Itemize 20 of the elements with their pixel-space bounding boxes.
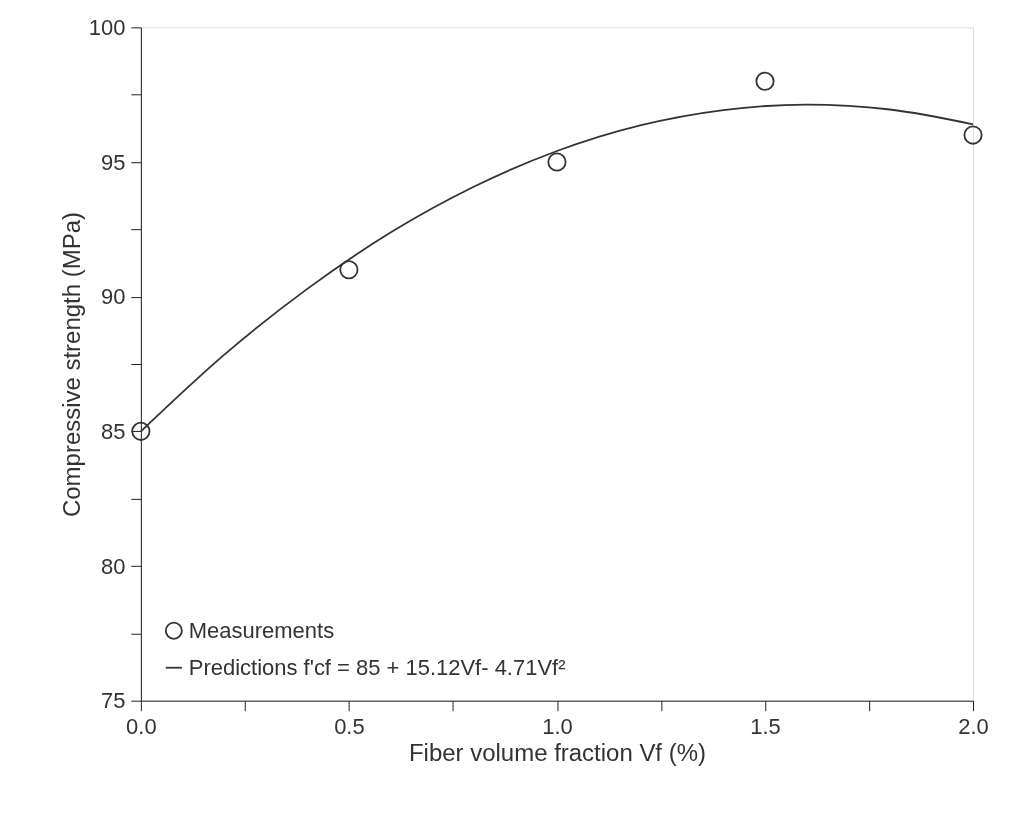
point bbox=[339, 260, 359, 280]
point bbox=[547, 152, 567, 172]
y-axis-title: Compressive strength (MPa) bbox=[57, 212, 85, 518]
legend-label: Predictions f'cf = 85 + 15.12Vf- 4.71Vf² bbox=[188, 654, 566, 680]
y-tick-label: 100 bbox=[88, 14, 126, 40]
x-tick-label: 0.0 bbox=[126, 714, 157, 740]
point bbox=[963, 125, 983, 145]
x-tick-label: 2.0 bbox=[958, 714, 989, 740]
x-tick-label: 1.0 bbox=[542, 714, 573, 740]
y-tick-label: 90 bbox=[100, 284, 126, 310]
x-axis-title: Fiber volume fraction Vf (%) bbox=[408, 739, 706, 767]
y-tick-label: 75 bbox=[100, 688, 126, 714]
point bbox=[131, 421, 151, 441]
y-tick-label: 85 bbox=[100, 418, 126, 444]
x-tick-label: 1.5 bbox=[750, 714, 781, 740]
legend-label: Measurements bbox=[188, 617, 335, 643]
point bbox=[755, 71, 775, 91]
x-tick-label: 0.5 bbox=[334, 714, 365, 740]
y-tick-label: 80 bbox=[100, 553, 126, 579]
y-tick-label: 95 bbox=[100, 149, 126, 175]
